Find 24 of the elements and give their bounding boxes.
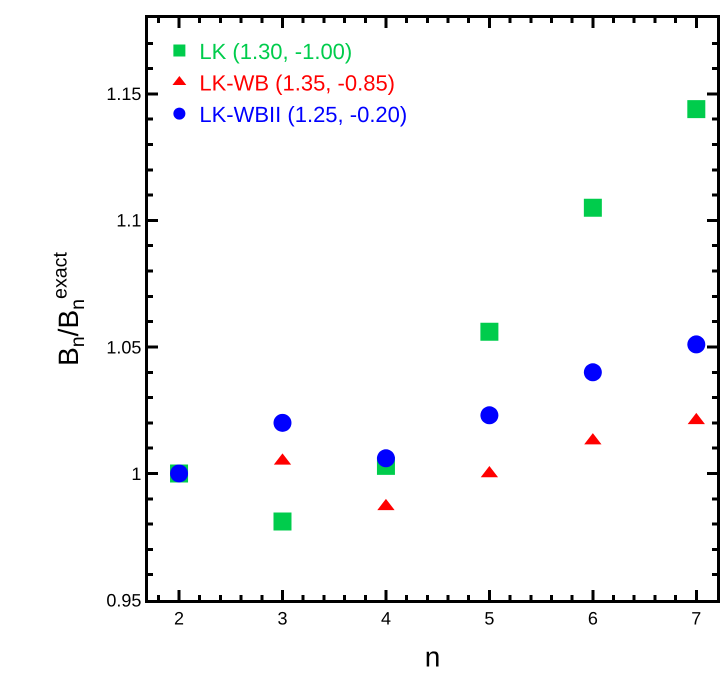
y-tick-label: 0.95 [106,590,142,610]
point [584,363,602,382]
x-tick-label: 6 [588,608,598,629]
y-tick-label: 1 [131,464,142,484]
x-axis-title: n [424,642,440,673]
x-tick-label: 7 [691,608,702,629]
point [687,335,706,354]
x-tick-label: 5 [484,608,494,629]
y-tick-label: 1.05 [106,337,142,358]
point [584,198,602,217]
legend-label: LK-WBII (1.25, -0.20) [199,102,408,128]
point [480,322,498,341]
x-tick-label: 2 [174,608,184,629]
y-tick-label: 1.15 [106,84,142,104]
point [480,406,498,424]
y-tick-label: 1.1 [116,210,142,231]
point [376,449,395,468]
point [274,414,292,432]
point [273,512,292,531]
x-tick-label: 3 [277,608,288,629]
x-tick-label: 4 [380,608,391,629]
point [687,100,706,118]
legend-label: LK-WB (1.35, -0.85) [199,70,396,96]
legend-label: LK (1.30, -1.00) [199,39,352,64]
